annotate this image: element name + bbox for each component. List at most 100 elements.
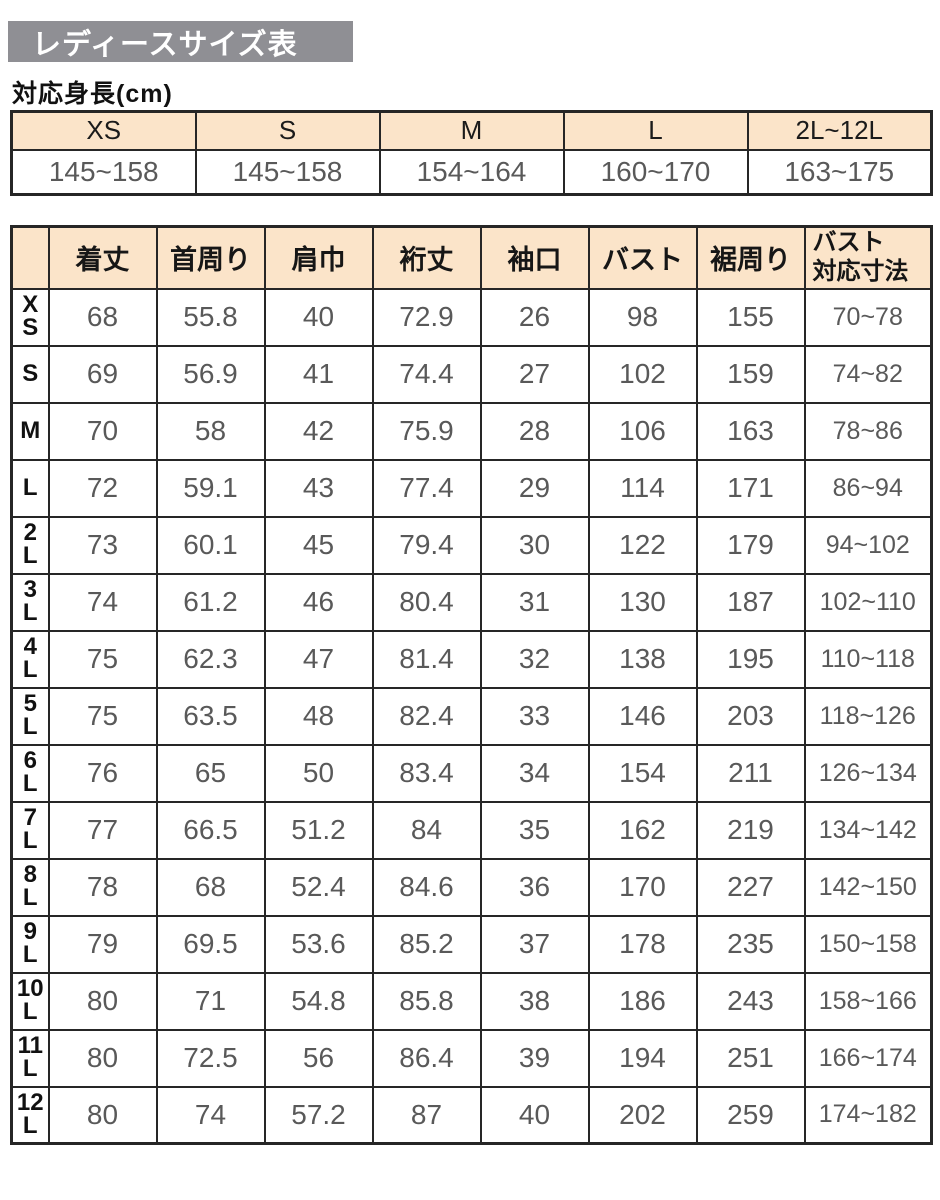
cell-hem: 163 — [695, 401, 806, 461]
cell-bust: 154 — [587, 743, 698, 803]
size-table-row: 7 L 77 66.5 51.2 84 35 162 219 134~142 — [10, 800, 933, 860]
col-header-body-length: 着丈 — [47, 225, 158, 290]
cell-body-length: 80 — [47, 1028, 158, 1088]
cell-bust-range: 118~126 — [803, 686, 933, 746]
cell-sleeve-length: 79.4 — [371, 515, 482, 575]
cell-cuff: 36 — [479, 857, 590, 917]
cell-shoulder: 56 — [263, 1028, 374, 1088]
col-header-cuff: 袖口 — [479, 225, 590, 290]
size-row-label: 8 L — [10, 857, 50, 917]
cell-shoulder: 51.2 — [263, 800, 374, 860]
cell-neck: 55.8 — [155, 287, 266, 347]
cell-neck: 63.5 — [155, 686, 266, 746]
cell-shoulder: 43 — [263, 458, 374, 518]
cell-sleeve-length: 72.9 — [371, 287, 482, 347]
cell-neck: 58 — [155, 401, 266, 461]
cell-bust-range: 86~94 — [803, 458, 933, 518]
height-value-m: 154~164 — [378, 148, 565, 196]
size-row-label: 12 L — [10, 1085, 50, 1145]
cell-bust: 98 — [587, 287, 698, 347]
cell-neck: 62.3 — [155, 629, 266, 689]
cell-neck: 60.1 — [155, 515, 266, 575]
size-row-label: 5 L — [10, 686, 50, 746]
height-table-caption: 対応身長(cm) — [12, 80, 173, 108]
cell-bust: 170 — [587, 857, 698, 917]
cell-cuff: 37 — [479, 914, 590, 974]
size-row-label: S — [10, 344, 50, 404]
cell-hem: 179 — [695, 515, 806, 575]
col-header-sleeve-length: 裄丈 — [371, 225, 482, 290]
cell-body-length: 69 — [47, 344, 158, 404]
col-header-hem: 裾周り — [695, 225, 806, 290]
col-header-shoulder: 肩巾 — [263, 225, 374, 290]
cell-body-length: 75 — [47, 629, 158, 689]
height-value-s: 145~158 — [194, 148, 381, 196]
cell-bust-range: 74~82 — [803, 344, 933, 404]
cell-bust-range: 150~158 — [803, 914, 933, 974]
size-table-row: 5 L 75 63.5 48 82.4 33 146 203 118~126 — [10, 686, 933, 746]
cell-cuff: 31 — [479, 572, 590, 632]
size-table-row: X S 68 55.8 40 72.9 26 98 155 70~78 — [10, 287, 933, 347]
cell-neck: 72.5 — [155, 1028, 266, 1088]
cell-shoulder: 40 — [263, 287, 374, 347]
height-value-2l-12l: 163~175 — [746, 148, 933, 196]
cell-neck: 68 — [155, 857, 266, 917]
cell-cuff: 38 — [479, 971, 590, 1031]
cell-body-length: 70 — [47, 401, 158, 461]
cell-sleeve-length: 75.9 — [371, 401, 482, 461]
cell-sleeve-length: 85.2 — [371, 914, 482, 974]
cell-sleeve-length: 82.4 — [371, 686, 482, 746]
cell-hem: 171 — [695, 458, 806, 518]
cell-body-length: 74 — [47, 572, 158, 632]
cell-hem: 203 — [695, 686, 806, 746]
height-header-s: S — [194, 110, 381, 151]
cell-shoulder: 54.8 — [263, 971, 374, 1031]
size-row-label: X S — [10, 287, 50, 347]
col-header-bust: バスト — [587, 225, 698, 290]
size-row-label: 7 L — [10, 800, 50, 860]
cell-bust: 194 — [587, 1028, 698, 1088]
cell-sleeve-length: 84 — [371, 800, 482, 860]
size-table-row: 3 L 74 61.2 46 80.4 31 130 187 102~110 — [10, 572, 933, 632]
cell-sleeve-length: 77.4 — [371, 458, 482, 518]
cell-hem: 259 — [695, 1085, 806, 1145]
cell-bust-range: 166~174 — [803, 1028, 933, 1088]
cell-bust-range: 158~166 — [803, 971, 933, 1031]
height-header-m: M — [378, 110, 565, 151]
size-table-row: 11 L 80 72.5 56 86.4 39 194 251 166~174 — [10, 1028, 933, 1088]
cell-body-length: 79 — [47, 914, 158, 974]
cell-bust-range: 134~142 — [803, 800, 933, 860]
cell-shoulder: 52.4 — [263, 857, 374, 917]
cell-body-length: 78 — [47, 857, 158, 917]
size-row-label: 11 L — [10, 1028, 50, 1088]
size-table-row: 10 L 80 71 54.8 85.8 38 186 243 158~166 — [10, 971, 933, 1031]
cell-bust: 122 — [587, 515, 698, 575]
cell-neck: 74 — [155, 1085, 266, 1145]
cell-bust: 202 — [587, 1085, 698, 1145]
size-table-corner-cell — [10, 225, 50, 290]
cell-shoulder: 57.2 — [263, 1085, 374, 1145]
height-value-xs: 145~158 — [10, 148, 197, 196]
cell-bust: 106 — [587, 401, 698, 461]
cell-sleeve-length: 85.8 — [371, 971, 482, 1031]
cell-cuff: 27 — [479, 344, 590, 404]
height-range-table: XS S M L 2L~12L 145~158 145~158 154~164 … — [10, 110, 933, 196]
size-measurement-table: 着丈 首周り 肩巾 裄丈 袖口 バスト 裾周り バスト 対応寸法 X S 68 … — [10, 225, 933, 1145]
cell-shoulder: 48 — [263, 686, 374, 746]
cell-body-length: 68 — [47, 287, 158, 347]
cell-sleeve-length: 81.4 — [371, 629, 482, 689]
cell-body-length: 72 — [47, 458, 158, 518]
size-row-label: 6 L — [10, 743, 50, 803]
size-table-row: M 70 58 42 75.9 28 106 163 78~86 — [10, 401, 933, 461]
cell-shoulder: 46 — [263, 572, 374, 632]
cell-bust-range: 102~110 — [803, 572, 933, 632]
size-row-label: 10 L — [10, 971, 50, 1031]
cell-bust-range: 70~78 — [803, 287, 933, 347]
cell-cuff: 30 — [479, 515, 590, 575]
cell-bust: 130 — [587, 572, 698, 632]
size-table-row: S 69 56.9 41 74.4 27 102 159 74~82 — [10, 344, 933, 404]
cell-body-length: 75 — [47, 686, 158, 746]
cell-neck: 65 — [155, 743, 266, 803]
cell-bust: 146 — [587, 686, 698, 746]
cell-cuff: 33 — [479, 686, 590, 746]
